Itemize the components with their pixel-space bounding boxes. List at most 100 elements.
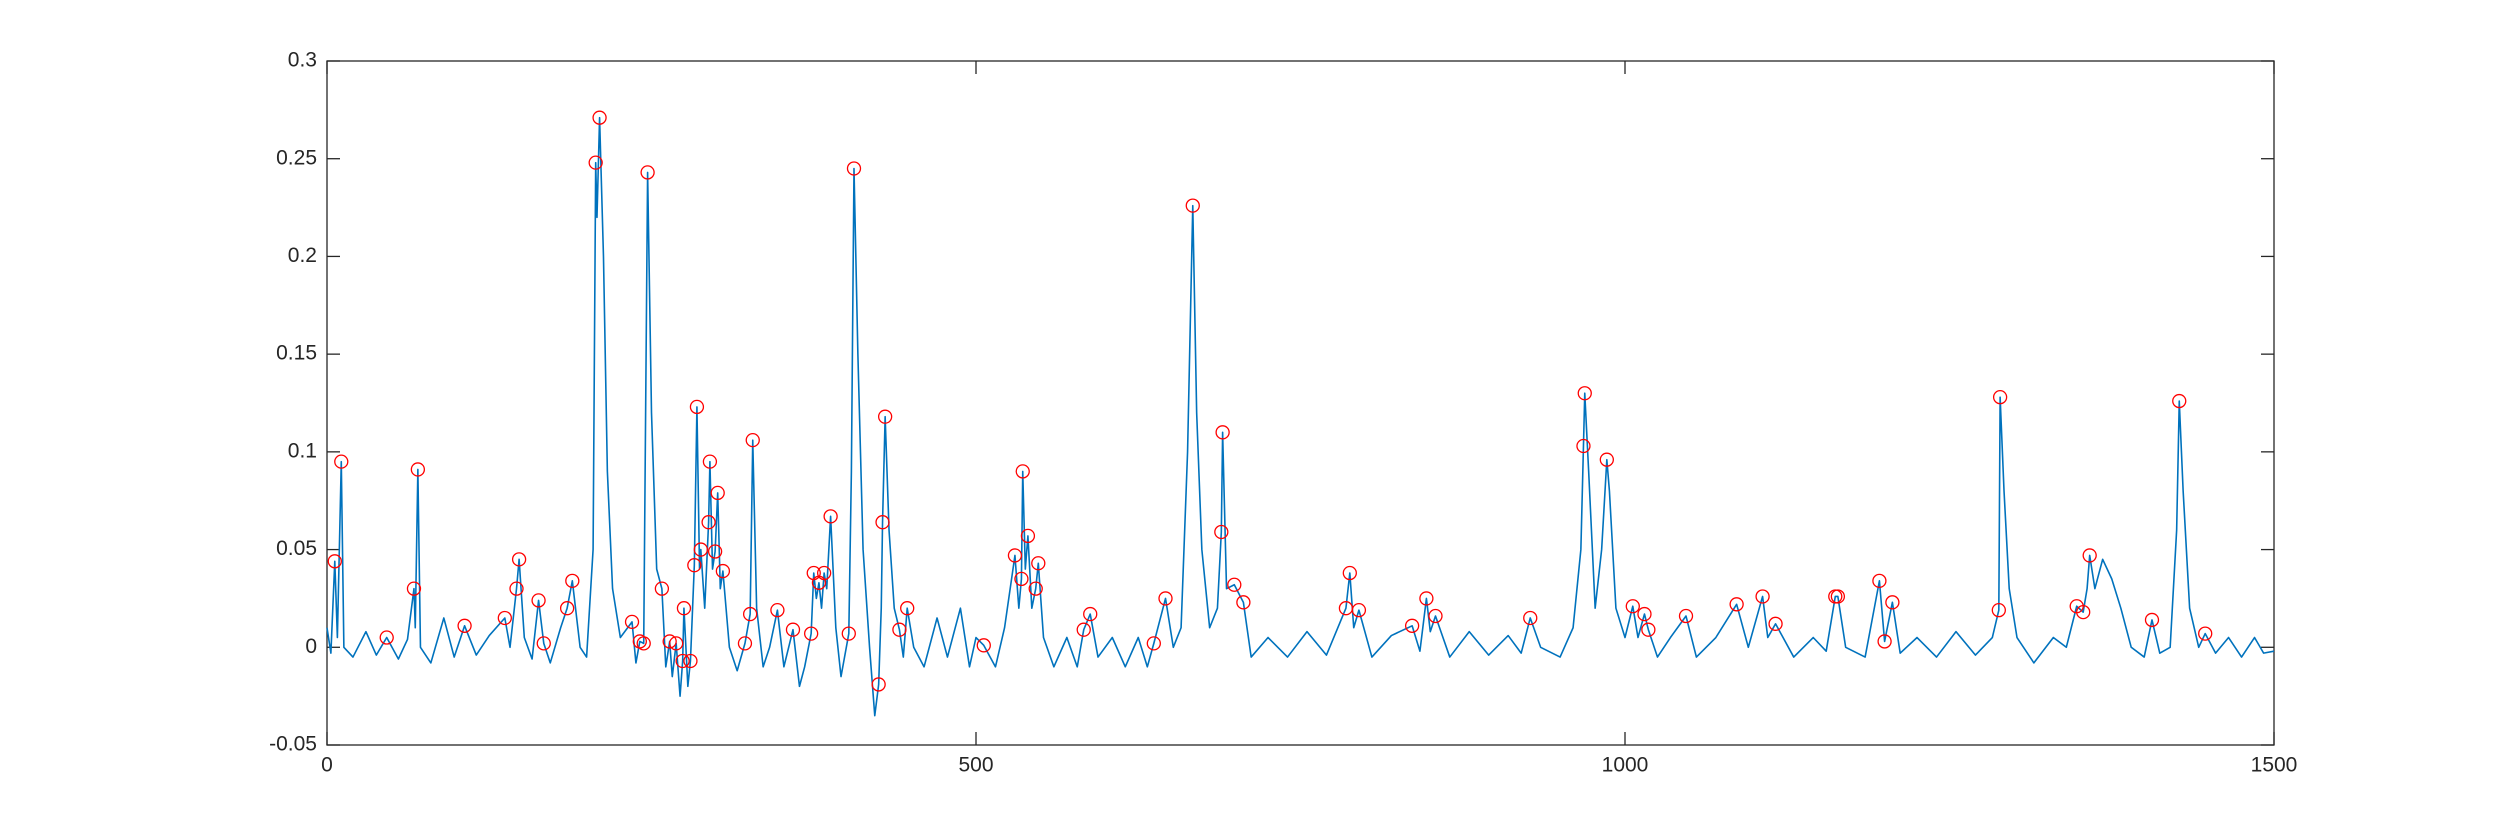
peak-marker — [1885, 595, 1900, 610]
peak-marker — [1236, 595, 1251, 610]
peak-marker — [1576, 438, 1591, 454]
x-tick-label: 1500 — [2251, 754, 2298, 777]
y-tick-label: 0.3 — [288, 49, 317, 72]
signal-line — [326, 116, 2275, 717]
peak-marker — [588, 155, 603, 170]
peak-marker — [1625, 599, 1640, 614]
peak-marker — [1020, 528, 1036, 544]
peak-marker — [1729, 597, 1744, 612]
peak-marker — [1641, 622, 1656, 637]
peak-marker — [689, 399, 705, 415]
peak-marker — [1404, 618, 1420, 633]
x-tick-label: 0 — [321, 754, 333, 777]
peak-marker — [1577, 386, 1592, 401]
peak-marker — [846, 161, 862, 176]
y-tick-label: 0.15 — [276, 342, 317, 365]
peak-marker — [1227, 577, 1242, 592]
peak-marker — [1637, 606, 1652, 622]
peak-marker — [1351, 603, 1367, 618]
peak-marker — [1083, 606, 1098, 622]
peak-marker — [406, 581, 422, 596]
peak-marker — [624, 614, 640, 630]
peak-marker — [1015, 464, 1030, 479]
peak-marker — [654, 581, 670, 596]
peak-marker — [511, 552, 527, 567]
plot-area — [326, 60, 2275, 746]
peak-marker — [1014, 571, 1029, 587]
peak-marker — [2144, 612, 2160, 628]
peak-marker — [1755, 589, 1770, 604]
peak-marker — [1146, 636, 1161, 651]
peak-marker — [976, 638, 991, 653]
peak-marker — [707, 544, 723, 559]
peak-marker — [1678, 608, 1694, 624]
peak-marker — [662, 634, 677, 649]
y-tick-label: -0.05 — [269, 733, 317, 756]
peak-marker — [636, 636, 651, 651]
peak-marker — [1992, 389, 2008, 405]
peak-marker — [1158, 591, 1173, 606]
peak-marker — [497, 610, 512, 626]
peak-marker — [693, 542, 708, 557]
peak-marker — [536, 636, 551, 651]
peak-marker — [531, 593, 546, 608]
y-tick-label: 0.2 — [288, 244, 317, 267]
peak-marker — [2198, 626, 2213, 641]
peak-marker — [745, 432, 760, 448]
peak-marker — [1428, 608, 1443, 624]
peak-marker — [2082, 548, 2097, 563]
peak-marker — [2172, 393, 2187, 409]
peak-marker — [1768, 616, 1783, 631]
peak-marker — [509, 581, 524, 596]
peak-marker — [675, 653, 690, 669]
peak-marker — [841, 626, 856, 641]
peak-marker — [1031, 556, 1046, 571]
peak-marker — [1991, 603, 2006, 618]
peak-marker — [334, 454, 349, 469]
peak-marker — [457, 618, 472, 633]
peak-marker — [823, 509, 838, 524]
peak-marker — [701, 515, 716, 530]
y-tick-label: 0.05 — [276, 537, 317, 560]
peak-marker — [2076, 604, 2091, 620]
peak-marker — [1215, 425, 1230, 440]
peak-marker — [640, 165, 655, 180]
peak-marker — [900, 601, 915, 616]
peak-marker — [1342, 565, 1357, 581]
peak-marker — [785, 622, 801, 637]
peak-marker — [737, 636, 753, 651]
peak-marker — [1076, 622, 1091, 637]
peak-marker — [715, 563, 731, 579]
peak-marker — [410, 462, 426, 477]
peak-marker — [1523, 610, 1538, 626]
peak-marker — [702, 454, 718, 469]
x-tick-label: 500 — [958, 754, 993, 777]
peak-marker — [669, 636, 684, 651]
peak-marker — [592, 110, 607, 125]
peak-marker — [687, 558, 702, 573]
peak-marker — [816, 565, 832, 581]
peak-marker — [676, 601, 692, 616]
peak-marker — [892, 622, 907, 637]
peak-marker — [1877, 634, 1892, 649]
peak-marker — [1830, 589, 1846, 604]
peak-marker — [1214, 524, 1229, 540]
peak-marker — [379, 630, 394, 645]
x-tick-label: 1000 — [1602, 754, 1649, 777]
peak-marker — [875, 515, 890, 530]
peak-marker — [559, 601, 575, 616]
peak-marker — [1185, 198, 1200, 213]
peak-marker — [1599, 452, 1614, 467]
peak-marker — [770, 603, 785, 618]
peak-marker — [1419, 591, 1434, 606]
peak-marker — [1028, 581, 1043, 596]
peak-marker — [327, 554, 342, 569]
peak-marker — [742, 606, 758, 622]
peak-marker — [683, 653, 698, 669]
peak-marker — [710, 485, 725, 501]
peak-marker — [565, 573, 580, 588]
peak-marker — [804, 626, 819, 641]
y-tick-label: 0 — [305, 635, 317, 658]
y-tick-label: 0.25 — [276, 146, 317, 169]
